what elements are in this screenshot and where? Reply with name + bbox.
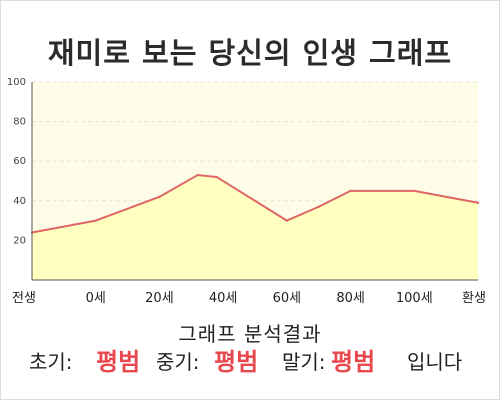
x-tick-label: 100세 xyxy=(396,291,433,306)
life-line xyxy=(31,174,479,234)
late-value: 평범 xyxy=(331,348,376,376)
life-area xyxy=(32,175,478,280)
y-tick-label: 20 xyxy=(13,235,26,246)
y-tick-label: 100 xyxy=(7,77,26,88)
x-tick-label: 40세 xyxy=(209,291,238,306)
y-tick-label: 60 xyxy=(13,156,26,167)
life-graph-chart: 20 40 60 80 100 전생 0세 20세 40세 60세 80세 100세 환생 xyxy=(7,77,486,306)
early-value: 평범 xyxy=(96,348,141,376)
y-tick-label: 40 xyxy=(13,196,26,207)
middle-label: 중기: xyxy=(156,350,200,374)
data-point xyxy=(349,189,352,193)
x-tick-label: 0세 xyxy=(86,291,106,306)
result-summary: 초기: 평범 중기: 평범 말기: 평범 입니다 xyxy=(0,344,500,380)
data-point xyxy=(476,201,480,204)
x-tick-label: 80세 xyxy=(336,291,365,306)
data-point xyxy=(196,173,199,177)
data-point xyxy=(413,189,416,193)
result-heading: 그래프 분석결과 xyxy=(178,322,322,346)
late-label: 말기: xyxy=(282,350,326,374)
data-point xyxy=(317,205,320,208)
x-tick-label: 전생 xyxy=(12,291,36,306)
x-tick-label: 20세 xyxy=(145,291,174,306)
x-tick-label: 환생 xyxy=(462,291,486,306)
result-suffix: 입니다 xyxy=(407,350,463,374)
early-label: 초기: xyxy=(29,350,73,374)
data-point xyxy=(158,195,161,199)
x-tick-label: 60세 xyxy=(273,291,302,306)
y-tick-label: 80 xyxy=(13,117,26,128)
data-point xyxy=(215,175,218,179)
data-point xyxy=(285,219,289,222)
data-point xyxy=(94,219,97,222)
page-title: 재미로 보는 당신의 인생 그래프 xyxy=(47,36,453,70)
middle-value: 평범 xyxy=(214,348,259,376)
